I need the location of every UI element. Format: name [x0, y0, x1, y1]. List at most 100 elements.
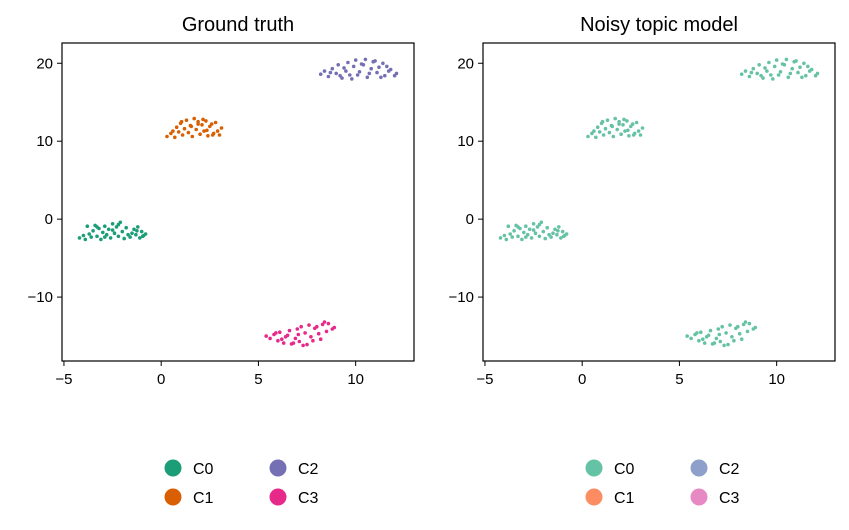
data-point-c2: [355, 73, 360, 77]
data-point-c0: [103, 235, 107, 239]
data-point-c0: [138, 236, 142, 240]
data-point-c3: [309, 335, 313, 339]
data-point-c0: [743, 320, 748, 324]
data-point-c0: [699, 330, 703, 335]
data-point-c0: [508, 232, 512, 236]
data-point-c1: [204, 119, 208, 123]
data-point-c3: [296, 332, 301, 337]
data-point-c0: [638, 133, 643, 137]
data-point-c3: [311, 338, 315, 343]
data-point-c0: [631, 133, 636, 137]
data-point-c0: [116, 222, 121, 227]
x-tick-label: 5: [675, 371, 683, 388]
data-point-c0: [553, 227, 557, 232]
data-point-c0: [101, 230, 105, 235]
data-point-c0: [543, 236, 547, 241]
data-point-c0: [706, 333, 711, 338]
data-point-c0: [122, 236, 126, 241]
data-point-c0: [753, 325, 758, 330]
data-point-c0: [516, 225, 520, 229]
data-point-c0: [630, 122, 635, 126]
data-point-c2: [394, 71, 399, 76]
data-point-c0: [106, 227, 111, 232]
data-point-c0: [524, 224, 528, 228]
legend-label-c2: C2: [298, 461, 319, 478]
data-point-c2: [336, 63, 341, 67]
data-point-c0: [524, 235, 528, 239]
data-point-c0: [108, 236, 113, 240]
data-point-c0: [132, 227, 136, 232]
data-point-c0: [771, 77, 775, 81]
data-point-c0: [745, 329, 750, 334]
data-point-c0: [126, 232, 130, 237]
data-point-c1: [173, 135, 177, 140]
data-point-c0: [559, 236, 563, 240]
data-point-c1: [200, 123, 204, 127]
data-point-c2: [377, 65, 381, 69]
data-point-c0: [607, 130, 612, 135]
y-tick-label: 20: [36, 55, 53, 72]
data-point-c0: [689, 336, 693, 341]
data-point-c1: [192, 116, 196, 121]
data-point-c0: [747, 321, 752, 326]
x-tick-label: 10: [768, 371, 785, 388]
data-point-c2: [340, 76, 344, 80]
data-point-c1: [189, 124, 194, 129]
data-point-c0: [796, 70, 800, 75]
data-point-c0: [636, 129, 641, 133]
data-point-c2: [328, 70, 333, 75]
data-point-c2: [381, 61, 385, 66]
data-point-c0: [537, 234, 542, 239]
data-point-c0: [592, 129, 596, 133]
data-point-c2: [348, 73, 352, 77]
data-point-c0: [790, 66, 794, 71]
data-point-c0: [622, 117, 626, 122]
data-point-c0: [695, 331, 699, 335]
data-point-c0: [95, 225, 99, 229]
data-point-c0: [124, 225, 128, 230]
data-point-c0: [769, 73, 773, 77]
data-point-c0: [739, 337, 744, 342]
data-point-c0: [143, 232, 148, 236]
data-point-c1: [215, 129, 220, 133]
data-point-c0: [134, 232, 138, 237]
data-point-c0: [512, 229, 516, 233]
data-point-c3: [297, 339, 302, 344]
data-point-c0: [621, 123, 625, 127]
data-point-c0: [537, 222, 542, 227]
x-tick-label: 10: [347, 371, 364, 388]
data-point-c0: [110, 228, 115, 232]
data-point-c1: [217, 133, 222, 137]
data-point-c1: [179, 119, 184, 124]
data-point-c0: [516, 234, 520, 239]
y-tick-label: −10: [28, 289, 53, 306]
data-point-c0: [806, 64, 810, 69]
data-point-c0: [702, 341, 707, 345]
data-point-c1: [206, 134, 210, 138]
data-point-c0: [120, 229, 125, 234]
data-point-c0: [802, 61, 806, 66]
data-point-c2: [375, 70, 379, 75]
data-point-c0: [728, 323, 732, 327]
y-tick-label: 10: [457, 133, 474, 150]
data-point-c3: [276, 338, 280, 343]
data-point-c0: [140, 234, 145, 239]
data-point-c0: [545, 225, 549, 230]
data-point-c0: [81, 233, 86, 238]
legend: C0 C2 C1 C3: [164, 459, 319, 507]
data-point-c1: [213, 120, 218, 125]
data-point-c0: [784, 57, 789, 62]
data-point-c3: [326, 321, 331, 326]
legend-label-c3: C3: [298, 490, 319, 507]
data-point-c0: [627, 134, 631, 138]
data-point-c0: [600, 119, 605, 124]
y-tick-label: −10: [449, 289, 474, 306]
data-point-c1: [171, 129, 175, 133]
y-tick-label: 20: [457, 55, 474, 72]
legend-label-c1: C1: [614, 490, 635, 507]
data-point-c0: [89, 235, 93, 239]
data-point-c2: [388, 67, 393, 72]
axes-frame: [482, 42, 836, 362]
data-point-c3: [299, 324, 304, 329]
data-point-c0: [533, 231, 538, 235]
